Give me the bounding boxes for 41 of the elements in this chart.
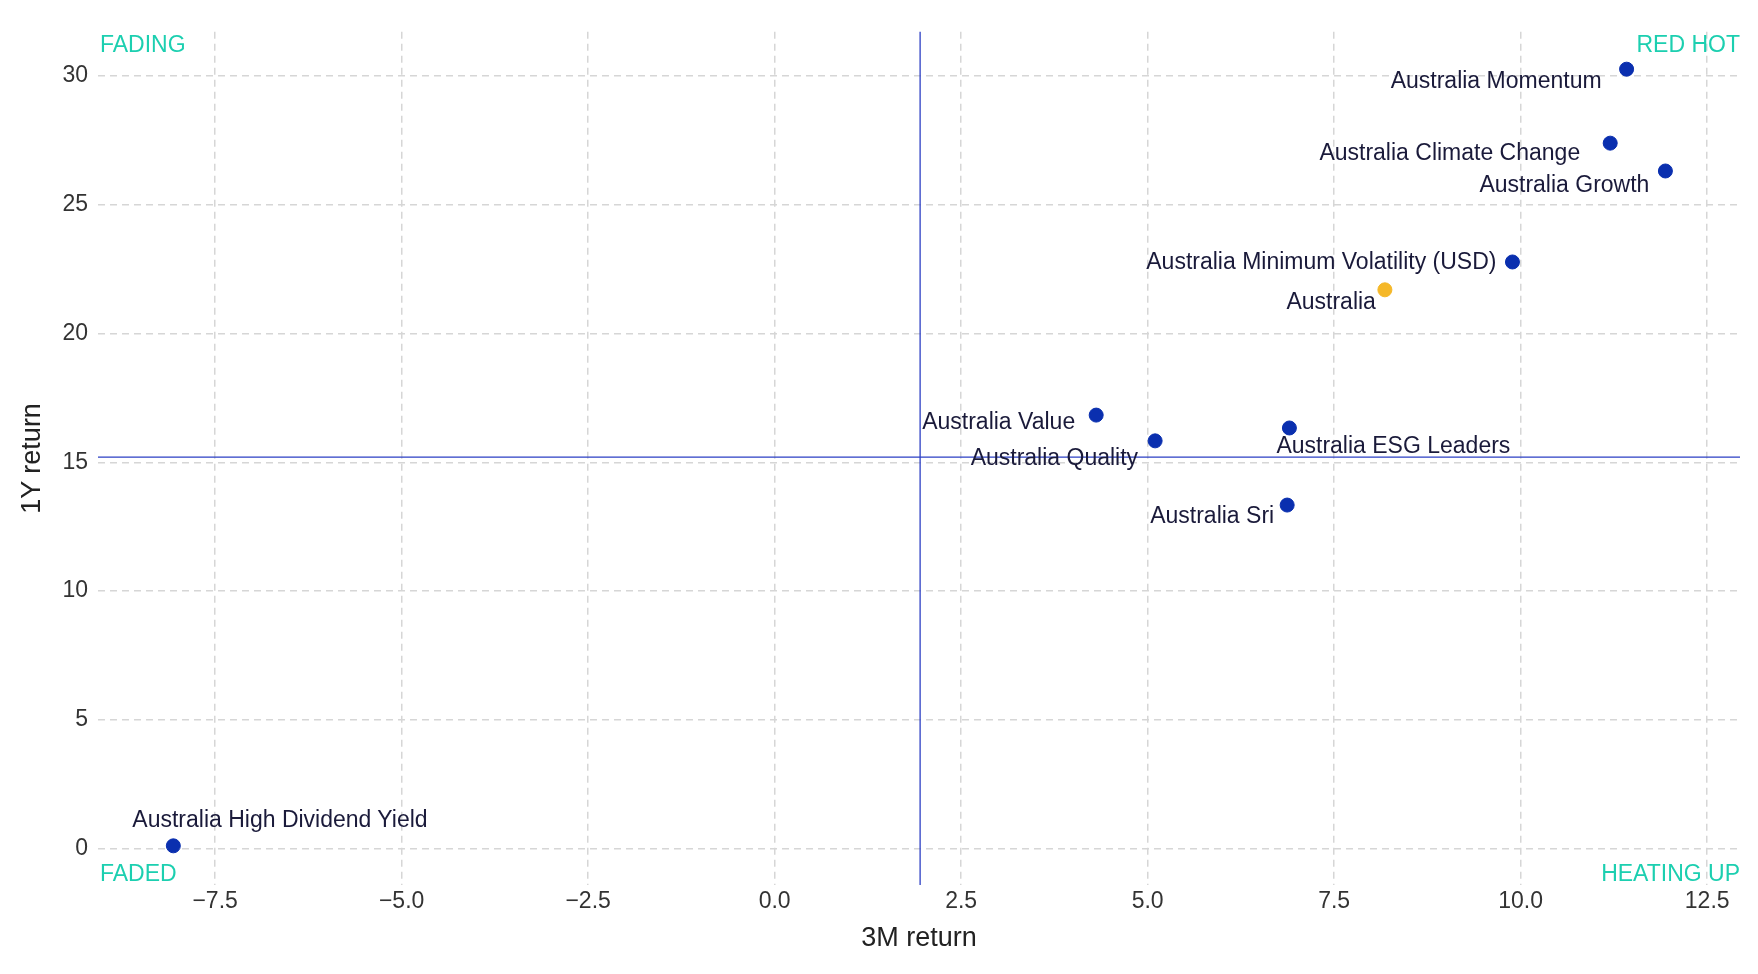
point (1504, 254, 1520, 270)
point (1088, 407, 1104, 423)
point (1602, 135, 1618, 151)
series-label: Australia (1286, 288, 1377, 315)
point (165, 838, 181, 854)
annotation: FADED (99, 859, 177, 886)
x-tick-label: 7.5 (1318, 887, 1351, 914)
annotation: FADING (99, 30, 186, 57)
annotation: HEATING UP (1601, 859, 1740, 886)
y-tick-label: 30 (62, 60, 88, 87)
series-label: Australia Growth (1479, 171, 1650, 198)
point (1619, 61, 1635, 77)
series-label: Australia Value (922, 408, 1076, 435)
series-label: Australia ESG Leaders (1276, 432, 1511, 459)
x-axis-title: 3M return (861, 922, 977, 953)
y-tick-label: 0 (75, 834, 88, 861)
y-tick-label: 10 (62, 576, 88, 603)
y-axis-title: 1Y return (15, 403, 46, 514)
x-tick-label: 5.0 (1131, 887, 1164, 914)
point (1657, 163, 1673, 179)
point (1279, 497, 1295, 513)
y-tick-label: 20 (62, 318, 88, 345)
y-tick-label: 15 (62, 447, 88, 474)
series-label: Australia Sri (1150, 502, 1275, 529)
x-tick-label: −7.5 (192, 887, 238, 914)
point (1147, 433, 1163, 449)
point (1377, 282, 1393, 298)
series-label: Australia Climate Change (1319, 139, 1581, 166)
x-tick-label: 10.0 (1498, 887, 1544, 914)
x-tick-label: 12.5 (1684, 887, 1730, 914)
series-label: Australia Minimum Volatility (USD) (1146, 248, 1497, 275)
x-tick-label: −5.0 (378, 887, 425, 914)
x-tick-label: 2.5 (945, 887, 978, 914)
series-label: Australia High Dividend Yield (132, 806, 428, 833)
point (1281, 420, 1297, 436)
y-tick-label: 5 (75, 705, 88, 732)
y-tick-label: 25 (62, 189, 88, 216)
x-tick-label: −2.5 (565, 887, 611, 914)
annotation: RED HOT (1636, 30, 1740, 57)
x-tick-label: 0.0 (758, 887, 791, 914)
series-label: Australia Momentum (1390, 66, 1602, 93)
